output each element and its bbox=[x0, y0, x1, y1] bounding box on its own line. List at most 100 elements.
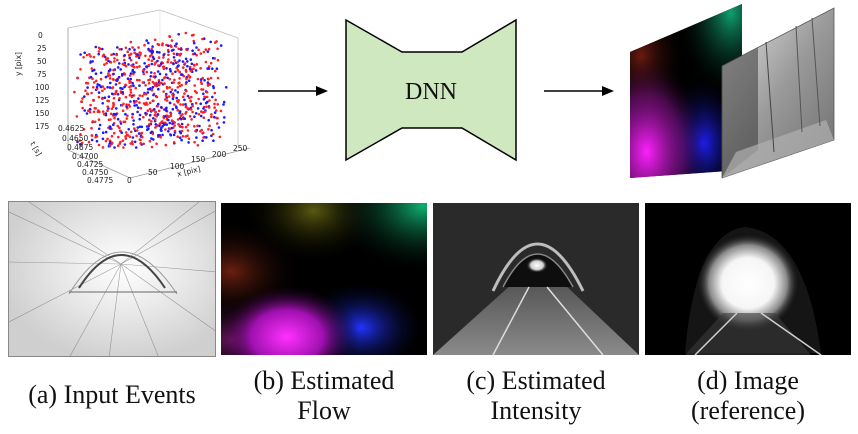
event-point bbox=[186, 123, 190, 127]
event-point bbox=[91, 120, 95, 123]
event-point bbox=[94, 107, 97, 110]
event-point bbox=[207, 106, 211, 109]
event-point bbox=[163, 76, 167, 79]
event-point bbox=[150, 53, 153, 57]
event-point bbox=[108, 86, 112, 89]
event-point bbox=[210, 113, 213, 116]
event-point bbox=[207, 47, 211, 51]
event-point bbox=[195, 63, 199, 66]
event-point bbox=[101, 89, 104, 93]
event-point bbox=[172, 48, 175, 52]
event-point bbox=[160, 129, 163, 133]
event-point bbox=[146, 109, 150, 112]
event-point bbox=[222, 121, 226, 124]
event-point bbox=[90, 91, 93, 95]
event-point bbox=[136, 106, 140, 109]
event-point bbox=[141, 94, 144, 98]
event-point bbox=[171, 97, 175, 101]
intensity-output-plane bbox=[721, 7, 835, 179]
event-point bbox=[168, 77, 171, 81]
reference-image bbox=[645, 203, 851, 355]
event-point bbox=[83, 109, 86, 112]
event-point bbox=[174, 70, 177, 74]
event-point bbox=[112, 68, 115, 72]
event-point bbox=[80, 141, 84, 145]
event-point bbox=[204, 60, 208, 64]
event-point bbox=[106, 109, 109, 112]
event-point bbox=[181, 60, 185, 63]
event-point bbox=[133, 140, 137, 144]
event-point bbox=[211, 95, 214, 99]
event-point bbox=[147, 41, 150, 45]
event-point bbox=[109, 81, 112, 85]
event-point bbox=[138, 53, 142, 57]
event-point bbox=[121, 109, 125, 112]
event-point bbox=[138, 65, 141, 68]
event-point bbox=[134, 86, 137, 90]
event-point bbox=[187, 74, 190, 77]
event-point bbox=[147, 47, 150, 51]
event-point bbox=[195, 91, 198, 94]
event-point bbox=[214, 69, 217, 73]
event-point bbox=[200, 88, 203, 91]
x-tick: 150 bbox=[191, 155, 206, 164]
event-point bbox=[202, 50, 206, 54]
event-point bbox=[139, 106, 143, 110]
event-point bbox=[173, 59, 177, 62]
event-point bbox=[178, 70, 181, 74]
event-point bbox=[118, 97, 121, 100]
event-point bbox=[195, 46, 198, 49]
event-point bbox=[202, 107, 205, 110]
axis-box-front bbox=[67, 28, 251, 179]
event-point bbox=[222, 100, 226, 104]
event-point bbox=[199, 66, 202, 70]
event-point bbox=[117, 76, 121, 79]
event-point bbox=[162, 67, 166, 70]
dnn-shape bbox=[345, 18, 517, 162]
event-point bbox=[97, 143, 101, 147]
event-point bbox=[107, 72, 110, 75]
arrow-to-outputs bbox=[544, 86, 614, 96]
event-point bbox=[148, 78, 152, 81]
event-point bbox=[201, 139, 204, 142]
event-point bbox=[215, 67, 219, 70]
event-point bbox=[101, 54, 105, 58]
event-point bbox=[194, 69, 198, 72]
tunnel-arch bbox=[491, 242, 585, 292]
event-point bbox=[197, 97, 200, 101]
event-point bbox=[135, 129, 139, 132]
event-point bbox=[177, 99, 181, 102]
event-point bbox=[118, 81, 121, 85]
event-point bbox=[115, 53, 118, 57]
estimated-flow-image bbox=[221, 203, 427, 355]
event-point bbox=[96, 110, 100, 113]
event-point bbox=[164, 94, 168, 98]
event-point bbox=[209, 61, 213, 65]
event-point bbox=[124, 137, 128, 140]
event-point bbox=[186, 48, 189, 52]
event-point bbox=[186, 64, 189, 68]
event-point bbox=[218, 135, 222, 139]
event-point bbox=[113, 116, 116, 120]
event-point bbox=[118, 126, 121, 130]
event-point bbox=[158, 51, 161, 54]
t-tick: 0.4700 bbox=[72, 152, 99, 161]
event-point bbox=[79, 142, 82, 146]
event-point bbox=[131, 113, 134, 116]
event-point bbox=[180, 48, 183, 51]
event-point bbox=[135, 61, 138, 64]
event-point bbox=[173, 78, 176, 82]
event-point bbox=[213, 91, 217, 95]
event-point bbox=[133, 51, 136, 54]
event-point bbox=[144, 54, 147, 58]
x-tick: 250 bbox=[233, 144, 248, 153]
event-point bbox=[170, 39, 174, 42]
event-point bbox=[172, 133, 176, 137]
event-point bbox=[128, 56, 131, 60]
event-point bbox=[172, 56, 176, 59]
event-point bbox=[129, 88, 132, 92]
event-point bbox=[184, 125, 188, 129]
event-point bbox=[216, 103, 219, 106]
event-point bbox=[129, 58, 133, 62]
t-tick: 0.4650 bbox=[62, 134, 89, 143]
